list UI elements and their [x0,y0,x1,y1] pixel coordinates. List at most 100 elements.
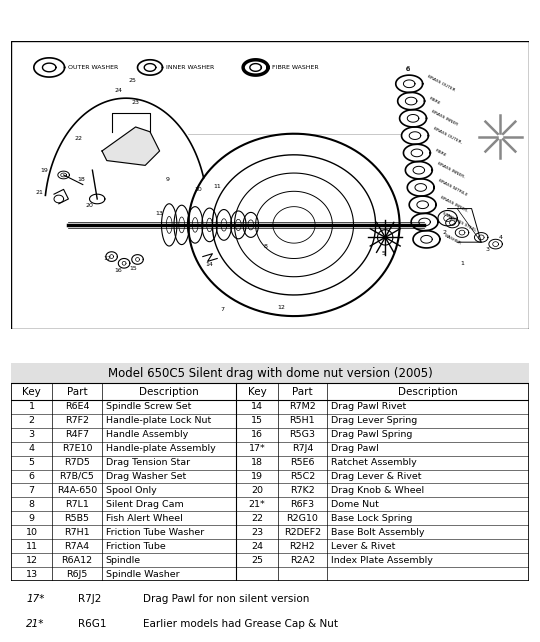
Text: INNER WASHER: INNER WASHER [166,65,214,70]
Text: 25: 25 [129,78,137,83]
Text: Drag Tension Star: Drag Tension Star [106,458,190,467]
Text: BRASS OUTER-: BRASS OUTER- [432,126,462,145]
Text: BRASS INNER-: BRASS INNER- [440,196,469,214]
Text: R7K2: R7K2 [290,486,315,495]
Text: Fish Alert Wheel: Fish Alert Wheel [106,514,183,523]
Text: STAINLESS STEEL: STAINLESS STEEL [442,211,477,232]
Text: OUTER WASHER: OUTER WASHER [69,65,119,70]
Text: R7M2: R7M2 [289,403,316,412]
Text: 3: 3 [29,430,35,439]
Text: 18: 18 [251,458,263,467]
Text: R7A4: R7A4 [64,542,90,551]
Text: 10: 10 [194,187,202,192]
Text: R2DEF2: R2DEF2 [284,528,321,537]
Text: 5: 5 [29,458,35,467]
Text: Drag Pawl Spring: Drag Pawl Spring [331,430,413,439]
Text: 14: 14 [251,403,263,412]
Text: R7D5: R7D5 [64,458,90,467]
Text: Drag Knob & Wheel: Drag Knob & Wheel [331,486,424,495]
Text: R5G3: R5G3 [289,430,315,439]
Text: 4: 4 [498,235,502,240]
Text: R7E10: R7E10 [62,444,92,453]
Text: 22: 22 [74,136,82,141]
Text: 21: 21 [36,190,44,195]
Text: BRASS NITRILE: BRASS NITRILE [438,178,468,197]
Text: 2: 2 [443,230,447,235]
Text: Spindle Washer: Spindle Washer [106,569,179,578]
Text: R5C2: R5C2 [290,472,315,481]
Text: 24: 24 [251,542,263,551]
Text: 18: 18 [77,177,85,182]
Text: R2A2: R2A2 [290,555,315,564]
Text: 7: 7 [220,307,224,312]
Text: Drag Pawl Rivet: Drag Pawl Rivet [331,403,407,412]
Text: R2H2: R2H2 [289,542,315,551]
Text: Base Lock Spring: Base Lock Spring [331,514,413,523]
Text: R5H1: R5H1 [289,416,315,425]
Text: R7H1: R7H1 [64,528,90,537]
Text: BRASS INNER-: BRASS INNER- [436,161,465,179]
Text: R6A12: R6A12 [62,555,92,564]
Text: R5B5: R5B5 [64,514,90,523]
Text: Drag Washer Set: Drag Washer Set [106,472,186,481]
Text: 13: 13 [25,569,38,578]
Text: 8: 8 [29,500,35,509]
Text: Silent Drag Cam: Silent Drag Cam [106,500,184,509]
Text: WASHER: WASHER [444,233,462,245]
Text: 22: 22 [251,514,263,523]
Text: Spindle: Spindle [106,555,141,564]
Text: 12: 12 [25,555,38,564]
Text: 23: 23 [251,528,263,537]
Text: Drag Lever Spring: Drag Lever Spring [331,416,417,425]
Text: Base Bolt Assembly: Base Bolt Assembly [331,528,424,537]
Text: 19: 19 [40,168,49,173]
Text: 20: 20 [251,486,263,495]
Text: 9: 9 [165,177,169,182]
Text: 17: 17 [103,256,111,261]
Text: R5E6: R5E6 [290,458,315,467]
Text: 23: 23 [132,101,140,105]
Text: Dome Nut: Dome Nut [331,500,379,509]
Text: R4A-650: R4A-650 [57,486,97,495]
Text: Earlier models had Grease Cap & Nut: Earlier models had Grease Cap & Nut [143,618,338,629]
Text: Ratchet Assembly: Ratchet Assembly [331,458,417,467]
Text: R7J4: R7J4 [292,444,313,453]
Text: Friction Tube: Friction Tube [106,542,165,551]
Text: Key: Key [22,386,41,397]
Text: Handle-plate Lock Nut: Handle-plate Lock Nut [106,416,211,425]
Text: R7B/C5: R7B/C5 [59,472,94,481]
Text: FIBRE WASHER: FIBRE WASHER [272,65,319,70]
Text: Friction Tube Washer: Friction Tube Washer [106,528,204,537]
Text: 11: 11 [25,542,38,551]
Text: R6G1: R6G1 [78,618,107,629]
Text: 17*: 17* [26,594,45,605]
Text: Part: Part [66,386,87,397]
Text: 8: 8 [264,245,267,250]
Text: 13: 13 [156,211,164,216]
Text: 12: 12 [278,305,286,310]
Text: Drag Lever & Rivet: Drag Lever & Rivet [331,472,422,481]
Text: 15: 15 [251,416,263,425]
Text: Handle-plate Assembly: Handle-plate Assembly [106,444,215,453]
Text: Index Plate Assembly: Index Plate Assembly [331,555,433,564]
Text: 21*: 21* [26,618,45,629]
Text: Key: Key [248,386,266,397]
Text: 6: 6 [406,67,409,72]
Text: R7F2: R7F2 [65,416,89,425]
Polygon shape [102,127,160,166]
Text: Spindle Screw Set: Spindle Screw Set [106,403,191,412]
Text: R4F7: R4F7 [65,430,89,439]
Text: Drag Pawl for non silent version: Drag Pawl for non silent version [143,594,309,605]
Text: 2: 2 [29,416,35,425]
Text: 15: 15 [130,266,138,270]
Text: 21*: 21* [248,500,266,509]
Text: BRASS INNER: BRASS INNER [430,110,458,127]
Text: Drag Pawl: Drag Pawl [331,444,379,453]
Text: Handle Assembly: Handle Assembly [106,430,188,439]
Text: 9: 9 [29,514,35,523]
Text: 16: 16 [114,268,122,273]
Text: R7L1: R7L1 [65,500,89,509]
Text: 4: 4 [29,444,35,453]
Text: 3: 3 [486,247,490,252]
Text: Spool Only: Spool Only [106,486,157,495]
